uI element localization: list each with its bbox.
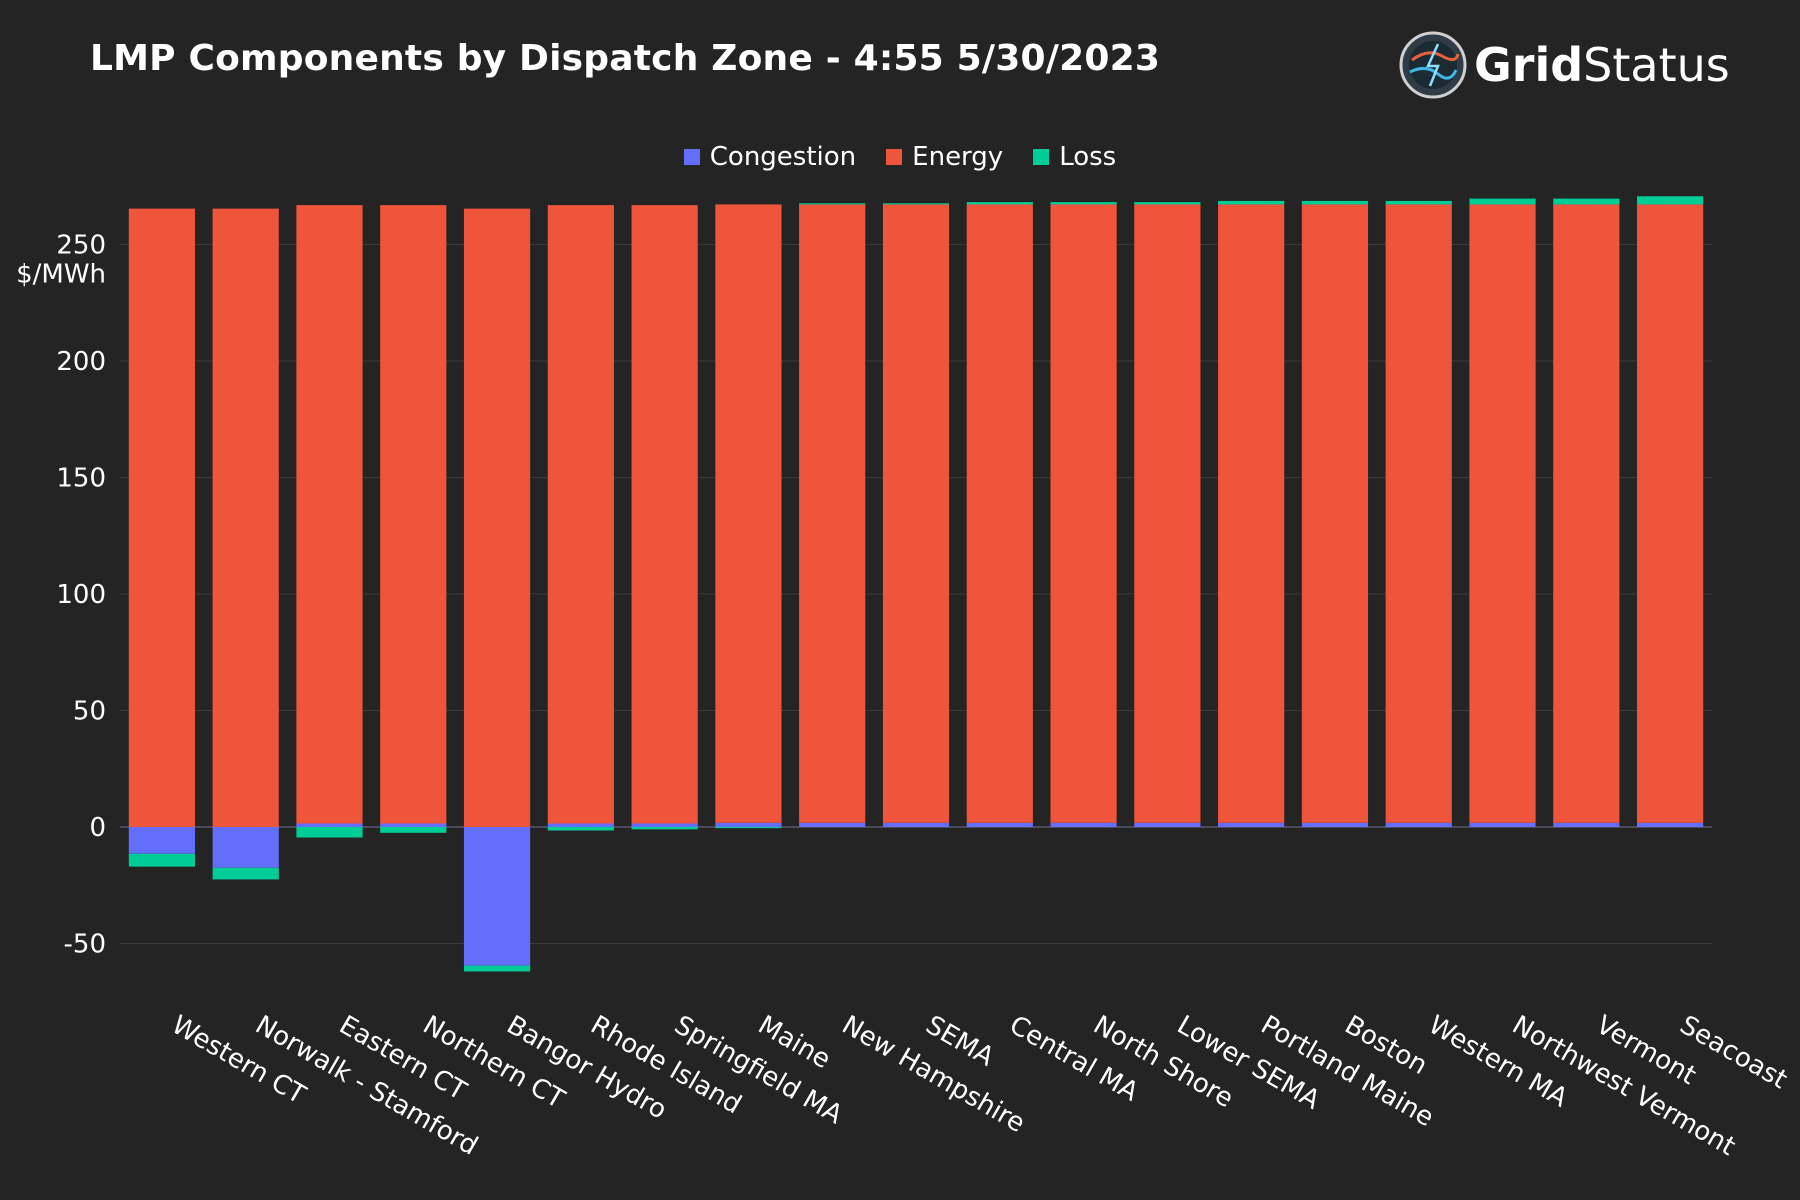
bar-energy <box>631 205 698 824</box>
bar-congestion <box>380 823 447 827</box>
legend: Congestion Energy Loss <box>0 142 1800 172</box>
bar-loss <box>1050 202 1117 205</box>
bar-energy <box>463 208 531 828</box>
bar-loss <box>1385 200 1452 205</box>
bar-congestion <box>1385 822 1452 827</box>
bar-energy <box>882 204 950 823</box>
bar-congestion <box>799 822 866 827</box>
bar-loss <box>212 867 279 880</box>
bar-loss <box>547 827 614 831</box>
bar-congestion <box>1134 822 1201 827</box>
bar-energy <box>547 205 614 824</box>
bar-energy <box>1218 204 1285 823</box>
bar-energy <box>1050 204 1117 823</box>
y-tick-label: -50 <box>64 930 106 960</box>
bar-congestion <box>631 823 698 827</box>
bar-energy <box>128 208 195 828</box>
bar-energy <box>715 204 782 823</box>
bar-loss <box>799 203 866 205</box>
bar-energy <box>296 205 363 824</box>
legend-item-congestion[interactable]: Congestion <box>683 142 857 172</box>
chart-title: LMP Components by Dispatch Zone - 4:55 5… <box>90 38 1161 79</box>
bar-loss <box>966 202 1033 205</box>
bar-loss <box>380 827 447 833</box>
bar-energy <box>1637 204 1704 823</box>
legend-label: Loss <box>1059 142 1117 172</box>
bar-congestion <box>547 823 614 827</box>
x-tick-label: Seacoast <box>1675 1010 1792 1095</box>
legend-item-energy[interactable]: Energy <box>886 142 1003 172</box>
brand-word-grid: Grid <box>1474 38 1584 92</box>
bar-loss <box>1218 200 1285 205</box>
y-axis-label: $/MWh <box>16 260 106 290</box>
y-tick-label: 50 <box>73 697 106 727</box>
bar-congestion <box>715 822 782 827</box>
bar-loss <box>715 827 782 829</box>
bar-loss <box>1301 200 1369 205</box>
bar-energy <box>1134 204 1201 823</box>
brand-wordmark: GridStatus <box>1474 42 1730 88</box>
bar-congestion <box>212 827 279 868</box>
bar-energy <box>212 208 279 828</box>
bar-congestion <box>463 827 531 966</box>
legend-label: Energy <box>912 142 1004 172</box>
legend-swatch <box>886 149 903 165</box>
y-tick-label: 200 <box>56 347 106 377</box>
legend-swatch <box>683 149 700 165</box>
bar-congestion <box>1469 822 1536 827</box>
legend-item-loss[interactable]: Loss <box>1033 142 1116 172</box>
bar-congestion <box>1218 822 1285 827</box>
bar-loss <box>1469 198 1536 205</box>
bar-loss <box>296 827 363 838</box>
y-tick-label: 0 <box>89 813 106 843</box>
brand-logo: GridStatus <box>1398 30 1730 100</box>
lightning-globe-icon <box>1399 31 1467 99</box>
bar-loss <box>1134 202 1201 205</box>
bar-congestion <box>966 822 1033 827</box>
bar-congestion <box>1637 822 1704 827</box>
bar-energy <box>966 204 1033 823</box>
bar-congestion <box>128 827 195 854</box>
bar-loss <box>463 965 531 972</box>
legend-swatch <box>1033 149 1050 165</box>
y-tick-label: 100 <box>56 580 106 610</box>
bar-energy <box>380 205 447 824</box>
bar-energy <box>1469 204 1536 823</box>
bar-loss <box>1553 198 1620 205</box>
bar-congestion <box>1050 822 1117 827</box>
y-tick-label: 250 <box>56 231 106 261</box>
bar-congestion <box>1553 822 1620 827</box>
bar-congestion <box>882 822 950 827</box>
bar-loss <box>128 853 195 867</box>
bar-energy <box>1385 204 1452 823</box>
bar-congestion <box>1301 822 1369 827</box>
bar-congestion <box>296 823 363 827</box>
legend-label: Congestion <box>709 142 857 172</box>
bar-loss <box>882 203 950 205</box>
bar-energy <box>799 204 866 823</box>
y-tick-label: 150 <box>56 464 106 494</box>
bar-energy <box>1553 204 1620 823</box>
bar-loss <box>631 827 698 830</box>
bar-energy <box>1301 204 1369 823</box>
bar-loss <box>1637 196 1704 205</box>
brand-word-status: Status <box>1583 38 1730 92</box>
